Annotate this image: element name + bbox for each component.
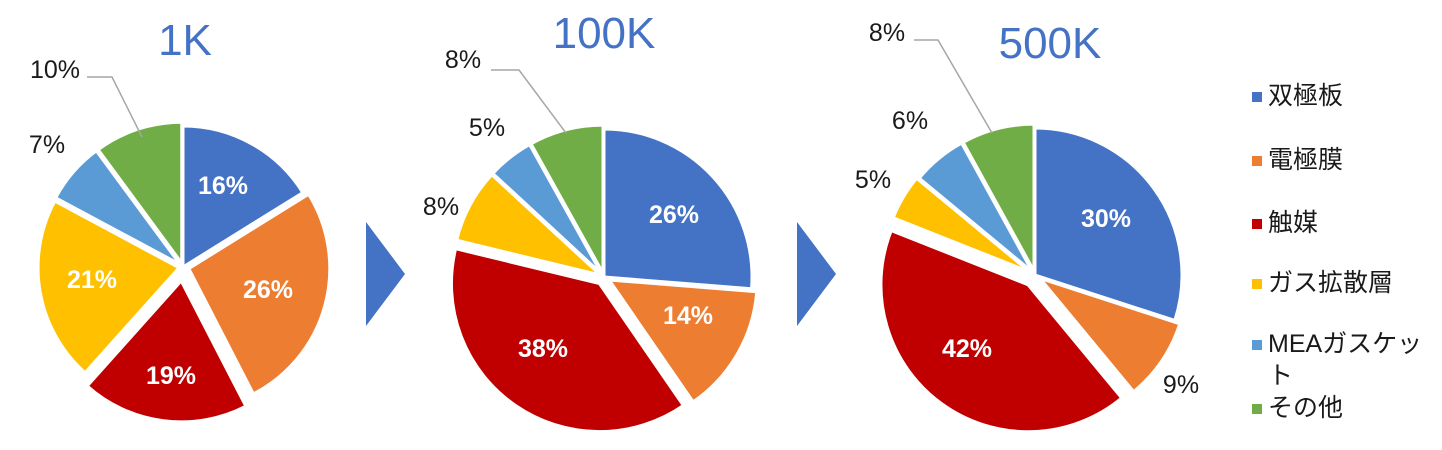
data-label-other: 8%	[445, 46, 481, 74]
leader-line	[914, 39, 993, 134]
data-label-gas-diffusion-layer: 5%	[855, 166, 891, 194]
pie-slice-electrode-membrane	[607, 278, 759, 404]
pie-slice-catalyst	[85, 279, 248, 424]
pie-slice-gas-diffusion-layer	[891, 176, 1032, 274]
data-label-catalyst: 19%	[146, 362, 196, 390]
pie-chart: 500K 30% 9% 42% 5% 6% 8%	[855, 19, 1199, 434]
pie-slice-bipolar-plate	[181, 124, 305, 269]
pie-slice-mea-gasket	[917, 141, 1034, 274]
pie-slice-mea-gasket	[491, 143, 604, 276]
pie-chart: 100K 26% 14% 38% 8% 5% 8%	[423, 9, 759, 434]
chart-title: 100K	[553, 9, 656, 58]
data-label-electrode-membrane: 14%	[663, 302, 713, 330]
legend-swatch	[1252, 279, 1262, 289]
data-label-mea-gasket: 6%	[892, 107, 928, 135]
data-label-bipolar-plate: 26%	[649, 201, 699, 229]
pie-slice-other	[961, 122, 1036, 273]
data-label-gas-diffusion-layer: 21%	[67, 266, 117, 294]
pie-slice-other	[529, 123, 605, 275]
legend-item-mea-gasket: MEAガスケット	[1252, 328, 1428, 392]
data-label-bipolar-plate: 30%	[1081, 205, 1131, 233]
legend-swatch	[1252, 219, 1262, 229]
legend-label: 双極板	[1268, 82, 1344, 110]
data-label-gas-diffusion-layer: 8%	[423, 193, 459, 221]
legend-label: MEAガスケット	[1268, 330, 1423, 390]
data-label-mea-gasket: 7%	[29, 131, 65, 159]
data-label-bipolar-plate: 16%	[198, 172, 248, 200]
pie-chart: 1K 16% 26% 19% 21% 7% 10%	[29, 16, 332, 424]
data-label-catalyst: 42%	[942, 335, 992, 363]
legend-swatch	[1252, 156, 1262, 166]
pie-slice-bipolar-plate	[602, 127, 754, 291]
legend-item-electrode-membrane: 電極膜	[1252, 144, 1428, 176]
pie-slice-catalyst	[450, 247, 685, 434]
data-label-other: 8%	[869, 19, 905, 47]
legend-label: その他	[1268, 394, 1344, 422]
legend-swatch	[1252, 340, 1262, 350]
pie-slice-gas-diffusion-layer	[455, 173, 602, 277]
leader-line	[87, 76, 143, 138]
legend-label: 電極膜	[1268, 146, 1344, 174]
data-label-electrode-membrane: 9%	[1163, 371, 1199, 399]
leader-line	[491, 69, 567, 134]
pie-slice-bipolar-plate	[1033, 126, 1184, 322]
legend-item-catalyst: 触媒	[1252, 207, 1428, 239]
legend-swatch	[1252, 92, 1262, 102]
legend-label: 触媒	[1268, 209, 1319, 237]
pie-slice-mea-gasket	[54, 149, 182, 266]
pie-slice-gas-diffusion-layer	[36, 199, 181, 375]
pie-slice-electrode-membrane	[1038, 276, 1182, 394]
data-label-electrode-membrane: 26%	[243, 276, 293, 304]
legend-item-bipolar-plate: 双極板	[1252, 80, 1428, 112]
legend-item-gas-diffusion-layer: ガス拡散層	[1252, 267, 1428, 299]
legend-label: ガス拡散層	[1268, 269, 1394, 297]
legend-swatch	[1252, 404, 1262, 414]
chart-title: 500K	[999, 19, 1102, 68]
pie-slice-electrode-membrane	[187, 192, 332, 396]
legend-item-other: その他	[1252, 392, 1428, 424]
chart-title: 1K	[158, 16, 212, 65]
data-label-other: 10%	[30, 56, 80, 84]
data-label-catalyst: 38%	[518, 335, 568, 363]
pie-slice-catalyst	[879, 229, 1124, 434]
data-label-mea-gasket: 5%	[469, 114, 505, 142]
arrow-right-icon	[797, 222, 836, 326]
arrow-right-icon	[366, 222, 405, 326]
